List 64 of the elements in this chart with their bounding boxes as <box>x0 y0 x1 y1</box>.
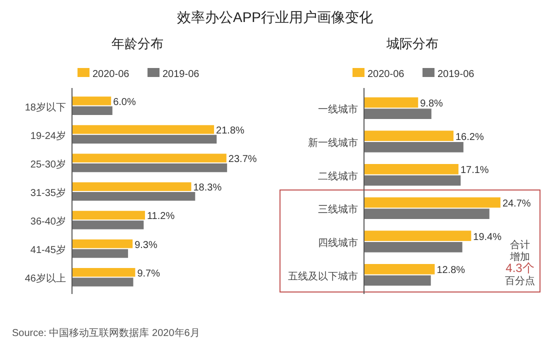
bar <box>72 96 112 106</box>
data-label: 18.3% <box>193 182 222 194</box>
chart-subtitle: 年龄分布 <box>112 36 164 51</box>
data-label: 19.4% <box>473 232 502 243</box>
y-tick-label: 一线城市 <box>318 104 358 116</box>
data-label: 12.8% <box>436 265 466 276</box>
data-label: 23.7% <box>228 154 257 166</box>
bar <box>364 97 418 108</box>
bar <box>364 108 432 119</box>
bar <box>72 220 144 230</box>
bar <box>72 278 134 286</box>
bar <box>72 154 226 162</box>
y-tick-label: 新一线城市 <box>308 137 358 149</box>
bar <box>72 163 228 172</box>
y-tick-label: 36-40岁 <box>30 216 66 228</box>
y-tick-label: 二线城市 <box>318 170 358 182</box>
data-label: 9.8% <box>420 98 444 110</box>
bar <box>72 239 133 248</box>
data-label: 24.7% <box>502 198 531 210</box>
bar <box>364 142 464 152</box>
data-label: 6.0% <box>113 96 136 108</box>
y-tick-label: 五线及以下城市 <box>288 270 358 282</box>
legend-label: 2019-06 <box>438 69 475 80</box>
data-label: 16.2% <box>455 132 484 143</box>
legend-label: 2020-06 <box>92 69 130 80</box>
data-label: 11.2% <box>146 211 175 222</box>
bar <box>72 134 217 144</box>
bar <box>72 106 112 115</box>
bar <box>364 275 431 286</box>
data-label: 9.7% <box>137 268 160 280</box>
y-tick-label: 31-35岁 <box>30 187 66 199</box>
bar <box>72 192 196 201</box>
data-label: 9.3% <box>134 240 158 251</box>
bar <box>72 268 136 277</box>
bar <box>364 175 461 186</box>
legend-label: 2019-06 <box>162 69 200 80</box>
bar <box>364 164 458 174</box>
y-tick-label: 25-30岁 <box>30 158 66 170</box>
bar <box>72 210 145 220</box>
text: 合计 <box>510 239 530 251</box>
chart-title: 城际分布 <box>386 36 438 51</box>
bar <box>364 197 500 208</box>
text: 百分点 <box>505 275 535 287</box>
bar <box>364 230 472 241</box>
text: 效率办公APP行业用户画像变化 <box>176 9 374 25</box>
text: 增加 <box>509 251 530 263</box>
y-tick-label: 46岁以上 <box>24 272 66 285</box>
bar <box>72 182 192 191</box>
bar <box>72 125 214 134</box>
text: 4.3个 <box>506 261 534 275</box>
y-tick-label: 19-24岁 <box>30 130 66 142</box>
legend-label: 2020-06 <box>368 69 405 80</box>
y-tick-label: 18岁以下 <box>24 101 66 114</box>
y-tick-label: 41-45岁 <box>30 244 66 256</box>
bar <box>364 242 462 252</box>
source-note: Source: 中国移动互联网数据库 2020年6月 <box>12 327 200 339</box>
bar <box>364 208 490 219</box>
bar <box>364 264 435 274</box>
y-tick-label: 四线城市 <box>318 237 358 249</box>
bar <box>72 249 128 258</box>
data-label: 21.8% <box>216 126 245 136</box>
bar <box>364 130 454 141</box>
data-label: 17.1% <box>460 165 489 176</box>
y-tick-label: 三线城市 <box>318 204 358 216</box>
